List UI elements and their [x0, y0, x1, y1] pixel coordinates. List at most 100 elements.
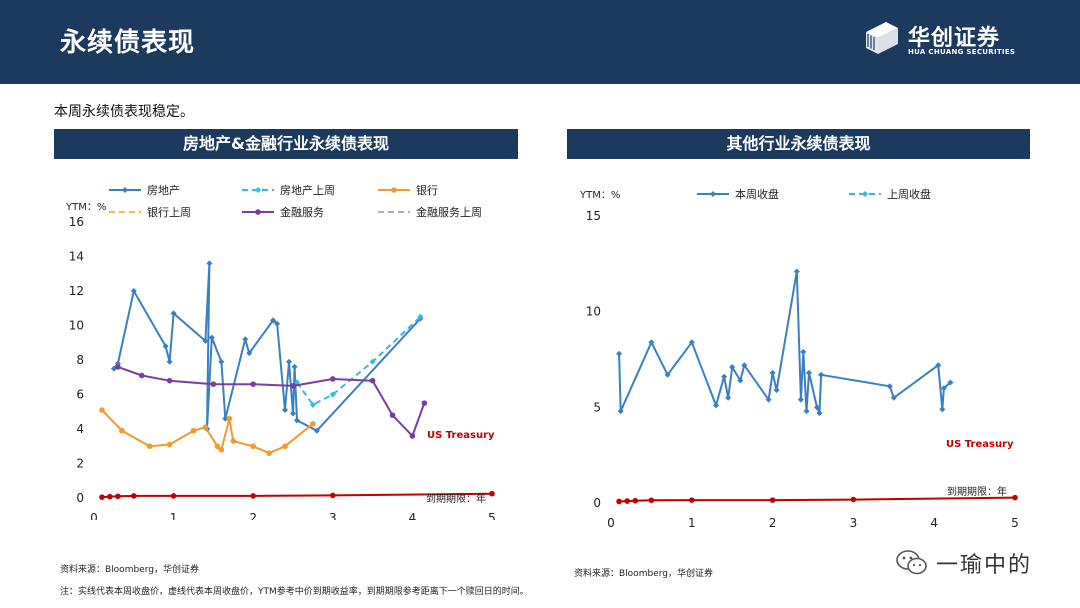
- data-point: [489, 490, 495, 497]
- data-point: [214, 443, 221, 450]
- data-point: [208, 334, 215, 341]
- data-point: [290, 383, 296, 389]
- data-point: [850, 496, 857, 503]
- data-point: [805, 369, 812, 376]
- summary-text: 本周永续债表现稳定。: [54, 104, 194, 120]
- data-point: [769, 369, 776, 376]
- data-point: [329, 391, 336, 398]
- data-point: [146, 443, 153, 450]
- data-point: [313, 427, 320, 434]
- legend-label: 房地产: [147, 183, 180, 197]
- logo-name-cn: 华创证券: [908, 26, 1001, 51]
- data-point: [270, 317, 277, 324]
- data-point: [648, 339, 655, 346]
- data-point: [206, 260, 213, 267]
- legend-label: 银行: [416, 183, 438, 197]
- x-tick-label: 3: [329, 511, 337, 520]
- y-axis-label: YTM：%: [579, 190, 620, 201]
- legend-label: 银行上周: [147, 205, 191, 219]
- data-point: [773, 387, 780, 394]
- watermark-text: 一瑜中的: [936, 553, 1033, 578]
- data-point: [115, 364, 121, 370]
- data-point: [616, 350, 623, 357]
- series-line: [113, 262, 422, 432]
- y-tick-label: 15: [586, 209, 601, 223]
- data-point: [293, 417, 300, 424]
- data-point: [309, 401, 316, 408]
- data-point: [689, 497, 695, 503]
- data-point: [803, 408, 810, 415]
- data-point: [131, 493, 137, 499]
- y-tick-label: 0: [76, 491, 84, 505]
- company-logo: 华创证券 HUA CHUANG SECURITIES: [864, 20, 1024, 62]
- series-line: [117, 365, 426, 437]
- data-point: [632, 497, 639, 504]
- data-point: [310, 421, 316, 427]
- right-source-note: 资料来源：Bloomberg，华创证券: [574, 569, 713, 579]
- legend-label: 金融服务: [280, 205, 324, 219]
- data-point: [417, 313, 424, 320]
- data-point: [624, 498, 630, 504]
- y-tick-label: 4: [76, 422, 84, 436]
- right-chart-title: 其他行业永续债表现: [567, 129, 1030, 159]
- legend-label: 本周收盘: [735, 187, 779, 201]
- data-point: [721, 373, 728, 380]
- data-point: [293, 379, 300, 386]
- treasury-annotation: US Treasury: [946, 439, 1014, 450]
- data-point: [421, 400, 428, 406]
- data-point: [190, 427, 197, 434]
- x-tick-label: 1: [688, 516, 696, 530]
- x-tick-label: 5: [1011, 516, 1019, 530]
- x-tick-label: 0: [90, 511, 98, 520]
- data-point: [935, 362, 942, 369]
- data-point: [107, 493, 113, 500]
- data-point: [664, 371, 671, 378]
- data-point: [282, 443, 288, 450]
- data-point: [99, 407, 105, 413]
- data-point: [210, 381, 217, 387]
- legend-label: 上周收盘: [887, 187, 931, 201]
- data-point: [793, 268, 800, 275]
- data-point: [246, 350, 253, 357]
- data-point: [202, 338, 209, 345]
- data-point: [115, 493, 121, 500]
- data-point: [729, 364, 736, 371]
- data-point: [737, 377, 744, 384]
- treasury-annotation: US Treasury: [427, 430, 495, 441]
- y-tick-label: 10: [586, 305, 601, 319]
- data-point: [250, 381, 256, 387]
- data-point: [282, 407, 289, 414]
- data-point: [648, 497, 655, 504]
- data-point: [162, 343, 169, 350]
- x-tick-label: 3: [850, 516, 858, 530]
- data-point: [1012, 494, 1018, 501]
- legend-marker: [122, 187, 128, 193]
- data-point: [202, 424, 209, 431]
- data-point: [138, 372, 145, 379]
- data-point: [330, 492, 336, 499]
- data-point: [274, 320, 281, 327]
- wechat-icon: [896, 550, 927, 575]
- data-point: [166, 358, 173, 365]
- y-tick-label: 5: [593, 400, 601, 414]
- data-point: [389, 412, 396, 418]
- data-point: [242, 336, 249, 343]
- legend-label: 房地产上周: [280, 183, 335, 197]
- data-point: [290, 410, 296, 417]
- data-point: [409, 433, 416, 439]
- x-axis-label: 到期期限：年: [947, 485, 1007, 498]
- y-tick-label: 10: [69, 319, 84, 333]
- y-axis-label: YTM：%: [65, 202, 106, 213]
- data-point: [886, 383, 893, 390]
- data-point: [940, 385, 947, 392]
- data-point: [119, 427, 125, 434]
- series-line: [619, 496, 1016, 503]
- legend-label: 金融服务上周: [416, 205, 482, 219]
- x-tick-label: 0: [607, 516, 615, 530]
- data-point: [130, 288, 137, 294]
- watermark: 一瑜中的: [896, 545, 1066, 581]
- legend-marker: [255, 187, 261, 193]
- data-point: [765, 396, 772, 403]
- data-point: [250, 493, 256, 499]
- data-point: [688, 339, 695, 346]
